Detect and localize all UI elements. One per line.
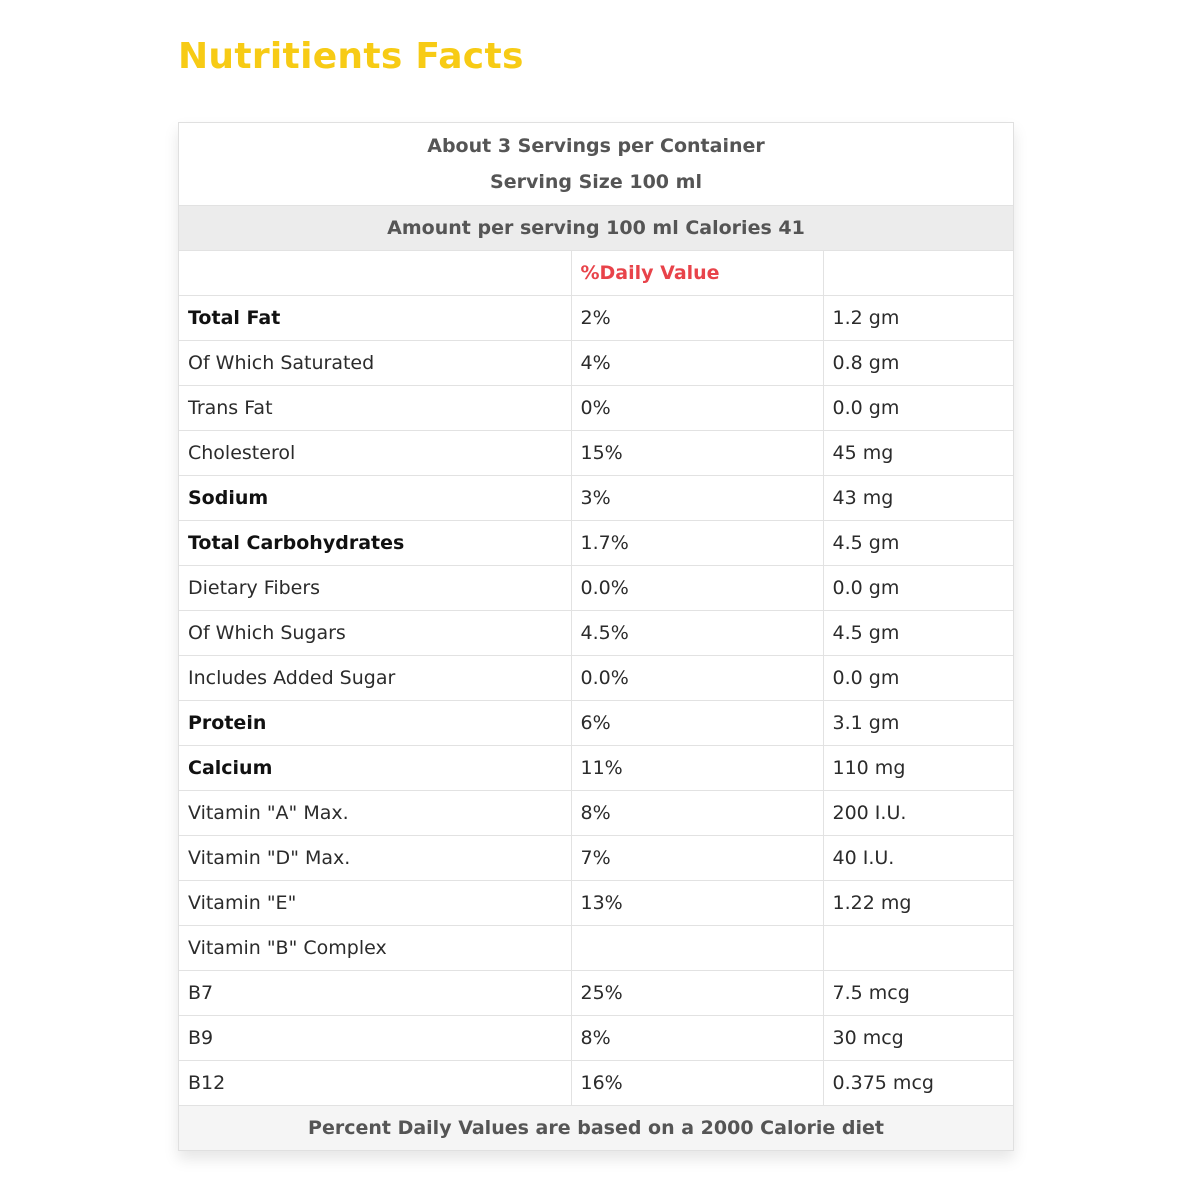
daily-value: 25% — [571, 970, 824, 1016]
nutrient-name: Cholesterol — [179, 430, 572, 476]
table-row: B9 8% 30 mcg — [179, 1015, 1013, 1061]
nutrient-amount: 110 mg — [823, 745, 1013, 791]
table-row: B12 16% 0.375 mcg — [179, 1060, 1013, 1106]
table-row: Sodium 3% 43 mg — [179, 475, 1013, 521]
daily-value — [571, 925, 824, 971]
nutrient-name: Vitamin "A" Max. — [179, 790, 572, 836]
daily-value: 4% — [571, 340, 824, 386]
header-blank-amount — [823, 251, 1013, 296]
table-row: Of Which Saturated 4% 0.8 gm — [179, 340, 1013, 386]
nutrient-name: Total Carbohydrates — [179, 520, 572, 566]
nutrient-name: Total Fat — [179, 295, 572, 341]
table-row: Includes Added Sugar 0.0% 0.0 gm — [179, 655, 1013, 701]
footer-note: Percent Daily Values are based on a 2000… — [179, 1106, 1013, 1150]
daily-value: 8% — [571, 1015, 824, 1061]
daily-value: 6% — [571, 700, 824, 746]
nutrient-amount: 40 I.U. — [823, 835, 1013, 881]
nutrient-name: B9 — [179, 1015, 572, 1061]
nutrient-name: Of Which Saturated — [179, 340, 572, 386]
daily-value: 7% — [571, 835, 824, 881]
serving-info: About 3 Servings per Container Serving S… — [179, 123, 1013, 206]
table-row: Vitamin "B" Complex — [179, 925, 1013, 971]
nutrient-amount: 0.0 gm — [823, 655, 1013, 701]
daily-value: 13% — [571, 880, 824, 926]
nutrient-name: B7 — [179, 970, 572, 1016]
daily-value: 3% — [571, 475, 824, 521]
nutrition-table-body: %Daily Value Total Fat 2% 1.2 gm Of Which S… — [179, 251, 1013, 1106]
table-row: Vitamin "A" Max. 8% 200 I.U. — [179, 790, 1013, 836]
table-row: Of Which Sugars 4.5% 4.5 gm — [179, 610, 1013, 656]
daily-value: 4.5% — [571, 610, 824, 656]
table-row: Calcium 11% 110 mg — [179, 745, 1013, 791]
table-row: Dietary Fibers 0.0% 0.0 gm — [179, 565, 1013, 611]
header-row: %Daily Value — [179, 251, 1013, 296]
header-blank — [179, 251, 572, 296]
nutrient-amount: 0.8 gm — [823, 340, 1013, 386]
daily-value: 0% — [571, 385, 824, 431]
nutrient-amount — [823, 925, 1013, 971]
nutrient-name: Vitamin "B" Complex — [179, 925, 572, 971]
nutrient-name: Vitamin "D" Max. — [179, 835, 572, 881]
nutrient-amount: 43 mg — [823, 475, 1013, 521]
nutrient-name: Calcium — [179, 745, 572, 791]
nutrition-table: %Daily Value Total Fat 2% 1.2 gm Of Which S… — [179, 251, 1013, 1106]
amount-per-serving: Amount per serving 100 ml Calories 41 — [179, 206, 1013, 251]
daily-value: 2% — [571, 295, 824, 341]
nutrient-name: Of Which Sugars — [179, 610, 572, 656]
nutrient-amount: 200 I.U. — [823, 790, 1013, 836]
nutrient-amount: 0.375 mcg — [823, 1060, 1013, 1106]
nutrient-amount: 0.0 gm — [823, 565, 1013, 611]
nutrient-amount: 3.1 gm — [823, 700, 1013, 746]
daily-value: 15% — [571, 430, 824, 476]
daily-value: 16% — [571, 1060, 824, 1106]
nutrient-amount: 7.5 mcg — [823, 970, 1013, 1016]
daily-value: 11% — [571, 745, 824, 791]
servings-per-container: About 3 Servings per Container — [427, 135, 765, 157]
nutrient-amount: 1.2 gm — [823, 295, 1013, 341]
nutrient-amount: 1.22 mg — [823, 880, 1013, 926]
table-row: Protein 6% 3.1 gm — [179, 700, 1013, 746]
serving-size: Serving Size 100 ml — [490, 171, 702, 193]
nutrient-amount: 4.5 gm — [823, 520, 1013, 566]
daily-value: 1.7% — [571, 520, 824, 566]
nutrient-name: Vitamin "E" — [179, 880, 572, 926]
table-row: Trans Fat 0% 0.0 gm — [179, 385, 1013, 431]
page-title: Nutritients Facts — [178, 36, 524, 77]
daily-value: 0.0% — [571, 565, 824, 611]
nutrient-name: Trans Fat — [179, 385, 572, 431]
nutrient-name: Sodium — [179, 475, 572, 521]
table-row: Total Fat 2% 1.2 gm — [179, 295, 1013, 341]
nutrient-amount: 30 mcg — [823, 1015, 1013, 1061]
table-row: B7 25% 7.5 mcg — [179, 970, 1013, 1016]
nutrient-name: Dietary Fibers — [179, 565, 572, 611]
daily-value: 8% — [571, 790, 824, 836]
nutrient-name: Includes Added Sugar — [179, 655, 572, 701]
table-row: Vitamin "D" Max. 7% 40 I.U. — [179, 835, 1013, 881]
nutrition-facts-panel: About 3 Servings per Container Serving S… — [178, 122, 1014, 1151]
nutrient-amount: 0.0 gm — [823, 385, 1013, 431]
nutrient-name: B12 — [179, 1060, 572, 1106]
daily-value: 0.0% — [571, 655, 824, 701]
nutrient-name: Protein — [179, 700, 572, 746]
nutrient-amount: 45 mg — [823, 430, 1013, 476]
nutrient-amount: 4.5 gm — [823, 610, 1013, 656]
table-row: Vitamin "E" 13% 1.22 mg — [179, 880, 1013, 926]
table-row: Cholesterol 15% 45 mg — [179, 430, 1013, 476]
daily-value-header: %Daily Value — [571, 251, 824, 296]
table-row: Total Carbohydrates 1.7% 4.5 gm — [179, 520, 1013, 566]
